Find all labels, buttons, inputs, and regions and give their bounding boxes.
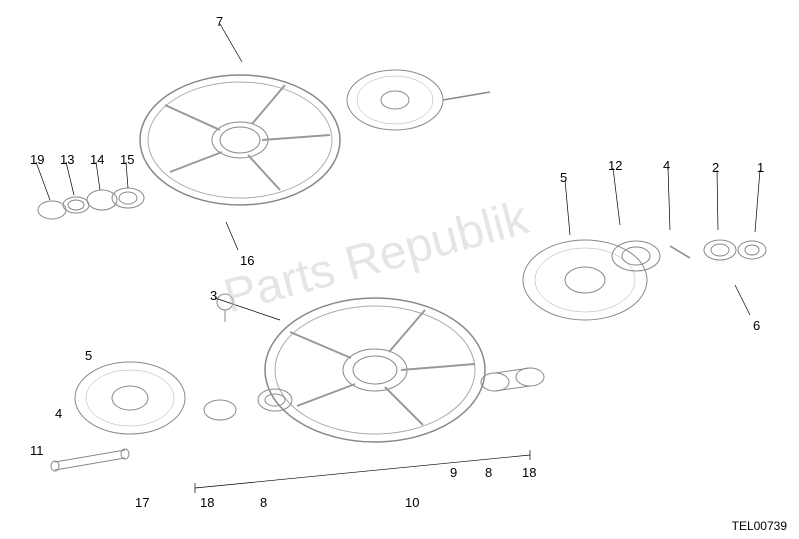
callout-10: 10 [405,495,419,510]
technical-drawing [0,0,799,539]
callout-18: 18 [522,465,536,480]
callout-8: 8 [485,465,492,480]
rear-disc [347,70,490,130]
callout-8: 8 [260,495,267,510]
leader-lines [36,24,760,320]
callout-5: 5 [85,348,92,363]
callout-4: 4 [663,158,670,173]
front-disc-left [75,362,185,434]
rear-wheel [140,75,340,205]
callout-2: 2 [712,160,719,175]
callout-14: 14 [90,152,104,167]
front-disc-right [523,240,647,320]
callout-19: 19 [30,152,44,167]
callout-15: 15 [120,152,134,167]
callout-9: 9 [450,465,457,480]
callout-5: 5 [560,170,567,185]
callout-16: 16 [240,253,254,268]
diagram-container: Parts Republik 7191314151635411171881098… [0,0,799,539]
callout-18: 18 [200,495,214,510]
callout-3: 3 [210,288,217,303]
callout-4: 4 [55,406,62,421]
front-hardware-right [612,240,766,271]
front-wheel [265,298,485,442]
drawing-id: TEL00739 [732,519,787,533]
dimension-line [195,450,530,493]
callout-11: 11 [30,443,44,458]
callout-13: 13 [60,152,74,167]
callout-6: 6 [753,318,760,333]
callout-17: 17 [135,495,149,510]
front-axle [51,449,129,471]
callout-12: 12 [608,158,622,173]
valve-bolt [217,294,233,322]
callout-1: 1 [757,160,764,175]
callout-7: 7 [216,14,223,29]
front-spacers [204,368,544,420]
rear-hardware [38,188,144,219]
